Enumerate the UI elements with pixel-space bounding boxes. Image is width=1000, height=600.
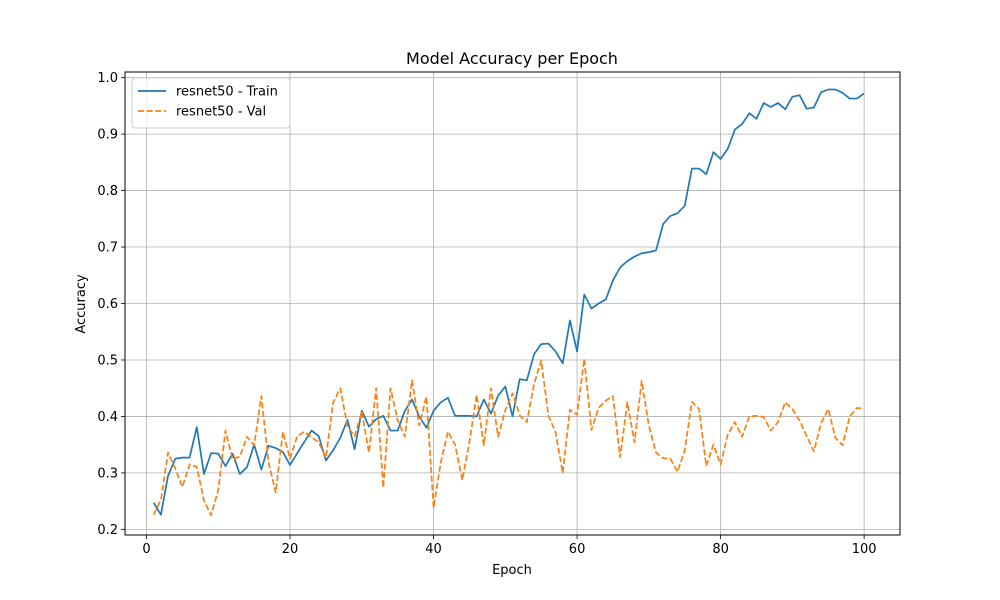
x-tick-label: 40 [425, 542, 442, 557]
x-tick-label: 0 [142, 542, 150, 557]
y-tick-label: 0.2 [97, 523, 118, 538]
y-tick-label: 0.8 [97, 184, 118, 199]
y-tick-label: 1.0 [97, 71, 118, 86]
y-tick-label: 0.9 [97, 128, 118, 143]
series-layer [152, 88, 865, 517]
legend-label: resnet50 - Train [176, 85, 278, 100]
x-tick-label: 100 [852, 542, 877, 557]
y-axis-label: Accuracy [74, 274, 89, 334]
series-line-val [152, 357, 865, 517]
y-tick-label: 0.6 [97, 297, 118, 312]
chart-title: Model Accuracy per Epoch [406, 49, 618, 68]
axis-ticks: 0 20 40 60 80 100 0.2 0.3 0.4 0.5 0.6 0.7 0.8 0.9 1.0 [97, 71, 876, 557]
grid-lines [125, 72, 900, 535]
legend-label: resnet50 - Val [176, 105, 266, 120]
x-tick-label: 80 [712, 542, 729, 557]
y-tick-label: 0.5 [97, 353, 118, 368]
legend-box [131, 77, 291, 129]
y-tick-label: 0.4 [97, 410, 118, 425]
legend: resnet50 - Train resnet50 - Val [131, 77, 291, 129]
x-tick-label: 20 [282, 542, 299, 557]
y-tick-label: 0.7 [97, 241, 118, 256]
x-tick-label: 60 [569, 542, 586, 557]
x-axis-label: Epoch [492, 563, 532, 578]
y-tick-label: 0.3 [97, 466, 118, 481]
